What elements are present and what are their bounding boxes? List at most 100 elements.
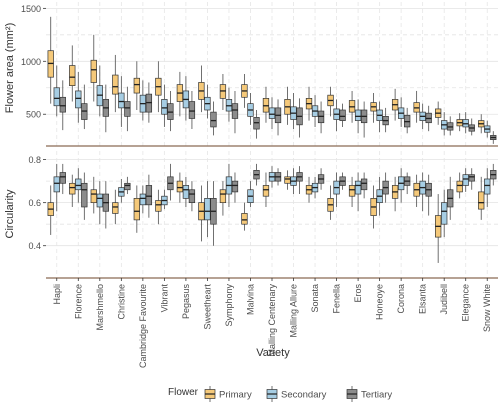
box-2-malvina-secondary (247, 181, 254, 207)
box-body (59, 96, 66, 113)
box-2-hapli-tertiary (59, 163, 66, 195)
box-2-elsanta-primary (413, 174, 420, 207)
box-1-honeoye-secondary (376, 101, 383, 133)
box-1-marshmello-primary (90, 34, 97, 102)
box-body (118, 92, 125, 109)
legend-item-secondary: Secondary (266, 386, 327, 402)
legend-label: Secondary (281, 390, 327, 401)
box-2-symphony-primary (219, 181, 227, 216)
box-body (462, 174, 469, 186)
box-1-pegasus-tertiary (188, 90, 196, 130)
box-2-elsanta-tertiary (425, 174, 432, 216)
box-2-hapli-secondary (53, 163, 60, 212)
x-tick-label: Christine (116, 284, 126, 320)
box-body (219, 189, 227, 204)
box-1-hapli-primary (47, 16, 54, 104)
box-1-marshmello-secondary (96, 65, 103, 117)
box-1-vibrant-secondary (161, 84, 168, 127)
box-body (182, 185, 190, 199)
box-2-cambridge-favourite-tertiary (145, 174, 153, 218)
box-body (188, 101, 196, 119)
box-2-snow-white-secondary (484, 168, 491, 207)
x-tick-label: Fenella (332, 284, 342, 314)
box-1-symphony-primary (219, 74, 227, 110)
box-body (133, 77, 140, 94)
box-2-florence-secondary (75, 168, 82, 203)
box-body (124, 182, 131, 191)
box-body (456, 180, 463, 193)
box-body (176, 180, 184, 193)
x-tick-label: Marshmello (95, 284, 105, 331)
box-1-snow-white-secondary (484, 120, 491, 138)
legend-label: Primary (219, 390, 252, 401)
x-tick-label: Sonata (310, 284, 320, 313)
box-2-corona-tertiary (404, 172, 411, 195)
box-1-judibell-secondary (441, 112, 448, 136)
box-2-snow-white-primary (478, 176, 485, 220)
box-body (81, 182, 88, 208)
box-2-honeoye-primary (370, 185, 377, 229)
box-2-hapli-primary (47, 185, 54, 235)
box-2-symphony-tertiary (231, 172, 239, 203)
box-2-cambridge-favourite-primary (133, 185, 140, 233)
box-2-marshmello-primary (90, 176, 97, 214)
box-1-sweetheart-primary (198, 65, 205, 113)
box-2-fenella-tertiary (339, 172, 346, 190)
x-tick-label: Florence (73, 284, 83, 319)
panel-2-y-label: Circularity (4, 189, 16, 238)
box-2-marshmello-tertiary (102, 181, 109, 229)
box-1-malling-allure-tertiary (296, 98, 303, 138)
box-body (284, 176, 291, 184)
box-body (69, 65, 76, 86)
box-2-pegasus-tertiary (188, 181, 196, 212)
box-body (262, 185, 270, 197)
box-1-elsanta-tertiary (425, 105, 432, 132)
x-tick-label: Malvina (245, 284, 255, 315)
box-1-florence-secondary (75, 71, 82, 123)
x-tick-label: Cambridge Favourite (138, 284, 148, 368)
box-1-marshmello-tertiary (102, 84, 109, 133)
x-tick-label: Snow White (482, 284, 492, 332)
box-body (124, 101, 131, 117)
x-tick-label: Elegance (461, 284, 471, 322)
box-1-florence-tertiary (81, 84, 88, 130)
box-1-elsanta-secondary (419, 103, 426, 130)
box-body (268, 107, 276, 119)
box-body (75, 90, 82, 109)
box-2-malvina-tertiary (253, 163, 260, 186)
box-1-eros-primary (348, 90, 356, 123)
box-1-corona-secondary (397, 97, 405, 127)
box-1-vibrant-primary (155, 61, 162, 113)
box-body (210, 111, 217, 128)
x-tick-label: Elsanta (418, 284, 428, 314)
box-2-eros-primary (348, 176, 356, 207)
box-1-florence-primary (69, 45, 76, 102)
legend-item-tertiary: Tertiary (346, 386, 392, 402)
box-1-vibrant-tertiary (167, 90, 174, 132)
box-body (354, 109, 362, 121)
box-body (468, 174, 475, 182)
box-2-elegance-secondary (462, 168, 469, 192)
box-1-christine-primary (112, 54, 119, 113)
box-2-elsanta-secondary (419, 172, 426, 212)
box-2-corona-primary (391, 176, 399, 212)
box-1-sonata-tertiary (317, 101, 325, 134)
box-body (441, 202, 448, 225)
box-body (96, 193, 103, 208)
box-body (75, 178, 82, 191)
box-1-cambridge-favourite-primary (133, 61, 140, 110)
box-body (69, 182, 76, 195)
box-2-sweetheart-primary (198, 185, 205, 242)
box-2-florence-primary (69, 174, 76, 207)
box-1-elsanta-primary (413, 90, 420, 123)
box-2-malling-centenary-tertiary (274, 168, 282, 186)
box-body (90, 189, 97, 204)
box-body (133, 198, 140, 221)
box-2-vibrant-secondary (161, 189, 168, 210)
box-body (231, 103, 239, 119)
box-body (59, 172, 66, 184)
box-2-malling-centenary-secondary (268, 166, 276, 188)
box-2-marshmello-secondary (96, 181, 103, 225)
x-tick-label: Malling Centenary (267, 284, 277, 357)
legend-title: Flower (168, 387, 199, 398)
